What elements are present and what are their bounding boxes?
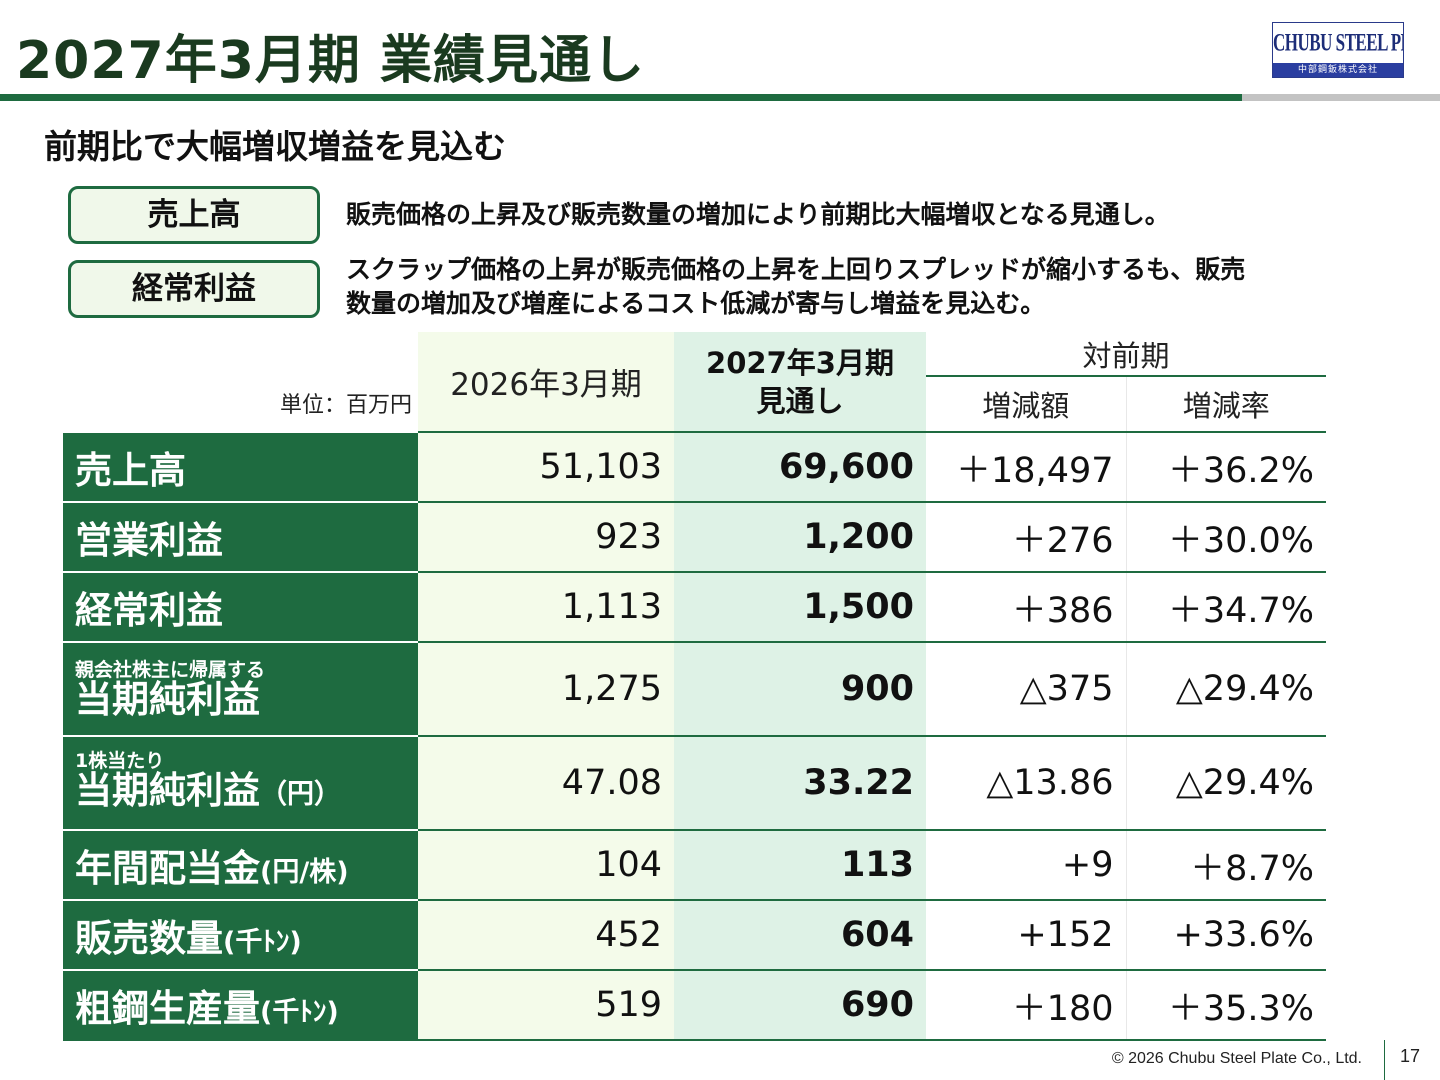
cell-change-amount: ＋18,497 bbox=[926, 431, 1127, 502]
highlight-text-line: スクラップ価格の上昇が販売価格の上昇を上回りスプレッドが縮小するも、販売 bbox=[346, 255, 1246, 284]
footer-divider bbox=[1384, 1040, 1385, 1080]
table-row: 粗鋼生産量(千ﾄﾝ) 519 690 ＋180 ＋35.3% bbox=[63, 969, 1326, 1041]
highlight-label-ordinary-profit: 経常利益 bbox=[68, 260, 320, 318]
row-label-main: 当期純利益 bbox=[75, 678, 260, 721]
header-change-rate: 増減率 bbox=[1126, 376, 1326, 432]
row-label-main: 販売数量 bbox=[75, 917, 223, 960]
header-prev-year: 2026年3月期 bbox=[418, 332, 674, 432]
company-logo: CHUBU STEEL PLATE 中部鋼鈑株式会社 bbox=[1272, 22, 1404, 78]
cell-prev: 452 bbox=[418, 899, 674, 970]
cell-change-amount: ＋180 bbox=[926, 969, 1127, 1041]
cell-prev: 51,103 bbox=[418, 431, 674, 502]
page-title: 2027年3月期 業績見通し bbox=[16, 31, 646, 91]
header-yoy-group: 対前期 bbox=[926, 332, 1326, 377]
cell-change-rate: ＋36.2% bbox=[1126, 431, 1326, 502]
row-label-main: 年間配当金 bbox=[75, 847, 260, 890]
highlight-text-ordinary-profit: スクラップ価格の上昇が販売価格の上昇を上回りスプレッドが縮小するも、販売 数量の… bbox=[346, 253, 1245, 321]
cell-change-amount: +9 bbox=[926, 829, 1127, 900]
row-label: 営業利益 bbox=[63, 501, 418, 572]
cell-forecast: 604 bbox=[674, 899, 926, 970]
copyright: © 2026 Chubu Steel Plate Co., Ltd. bbox=[1111, 1050, 1362, 1067]
table-row: 営業利益 923 1,200 ＋276 ＋30.0% bbox=[63, 501, 1326, 572]
cell-prev: 104 bbox=[418, 829, 674, 900]
cell-prev: 47.08 bbox=[418, 735, 674, 830]
table-row: 売上高 51,103 69,600 ＋18,497 ＋36.2% bbox=[63, 431, 1326, 502]
forecast-table: 単位：百万円 2026年3月期 2027年3月期 見通し 対前期 増減額 増減率… bbox=[63, 332, 1326, 1041]
cell-prev: 923 bbox=[418, 501, 674, 572]
table-row: 親会社株主に帰属する 当期純利益 1,275 900 △375 △29.4% bbox=[63, 641, 1326, 736]
table-row: 1株当たり 当期純利益（円） 47.08 33.22 △13.86 △29.4% bbox=[63, 735, 1326, 830]
row-label: 経常利益 bbox=[63, 571, 418, 642]
cell-forecast: 1,500 bbox=[674, 571, 926, 642]
logo-wordmark: CHUBU STEEL PLATE bbox=[1273, 28, 1403, 57]
cell-forecast: 900 bbox=[674, 641, 926, 736]
cell-change-rate: ＋8.7% bbox=[1126, 829, 1326, 900]
cell-change-rate: ＋35.3% bbox=[1126, 969, 1326, 1041]
cell-change-amount: △13.86 bbox=[926, 735, 1127, 830]
row-label: 1株当たり 当期純利益（円） bbox=[63, 735, 418, 830]
row-label-qualifier: 1株当たり bbox=[75, 749, 165, 772]
header-change-amount: 増減額 bbox=[926, 376, 1127, 432]
cell-change-amount: △375 bbox=[926, 641, 1127, 736]
logo-company-name: 中部鋼鈑株式会社 bbox=[1273, 63, 1403, 77]
table-row: 経常利益 1,113 1,500 ＋386 ＋34.7% bbox=[63, 571, 1326, 642]
cell-change-amount: ＋386 bbox=[926, 571, 1127, 642]
cell-change-amount: ＋276 bbox=[926, 501, 1127, 572]
row-label: 年間配当金(円/株) bbox=[63, 829, 418, 900]
cell-prev: 1,275 bbox=[418, 641, 674, 736]
row-label: 粗鋼生産量(千ﾄﾝ) bbox=[63, 969, 418, 1041]
highlight-label-sales: 売上高 bbox=[68, 186, 320, 244]
highlight-text-line: 販売価格の上昇及び販売数量の増加により前期比大幅増収となる見通し。 bbox=[346, 200, 1170, 229]
row-label-unit: (円/株) bbox=[260, 857, 349, 888]
cell-change-rate: ＋30.0% bbox=[1126, 501, 1326, 572]
cell-change-amount: +152 bbox=[926, 899, 1127, 970]
unit-label: 単位：百万円 bbox=[63, 332, 418, 432]
cell-forecast: 33.22 bbox=[674, 735, 926, 830]
page-subtitle: 前期比で大幅増収増益を見込む bbox=[44, 127, 506, 166]
row-label-unit: (千ﾄﾝ) bbox=[260, 997, 339, 1028]
title-divider bbox=[0, 94, 1440, 101]
cell-change-rate: △29.4% bbox=[1126, 641, 1326, 736]
header-forecast-period: 2027年3月期 bbox=[706, 345, 894, 380]
cell-prev: 519 bbox=[418, 969, 674, 1041]
row-label-unit: (千ﾄﾝ) bbox=[223, 927, 302, 958]
table-row: 販売数量(千ﾄﾝ) 452 604 +152 +33.6% bbox=[63, 899, 1326, 970]
row-label: 売上高 bbox=[63, 431, 418, 502]
cell-forecast: 690 bbox=[674, 969, 926, 1041]
cell-forecast: 113 bbox=[674, 829, 926, 900]
cell-forecast: 69,600 bbox=[674, 431, 926, 502]
row-label-main: 粗鋼生産量 bbox=[75, 987, 260, 1030]
highlight-text-sales: 販売価格の上昇及び販売数量の増加により前期比大幅増収となる見通し。 bbox=[346, 198, 1170, 232]
table-row: 年間配当金(円/株) 104 113 +9 ＋8.7% bbox=[63, 829, 1326, 900]
highlight-text-line: 数量の増加及び増産によるコスト低減が寄与し増益を見込む。 bbox=[346, 289, 1046, 318]
row-label-qualifier: 親会社株主に帰属する bbox=[75, 659, 266, 681]
row-label: 親会社株主に帰属する 当期純利益 bbox=[63, 641, 418, 736]
page-number: 17 bbox=[1400, 1046, 1421, 1066]
row-label-main: 当期純利益 bbox=[75, 768, 260, 812]
cell-forecast: 1,200 bbox=[674, 501, 926, 572]
row-label-unit: （円） bbox=[260, 778, 341, 810]
header-forecast-label: 見通し bbox=[756, 383, 844, 418]
cell-change-rate: +33.6% bbox=[1126, 899, 1326, 970]
header-forecast: 2027年3月期 見通し bbox=[674, 332, 926, 432]
cell-prev: 1,113 bbox=[418, 571, 674, 642]
cell-change-rate: ＋34.7% bbox=[1126, 571, 1326, 642]
row-label: 販売数量(千ﾄﾝ) bbox=[63, 899, 418, 970]
cell-change-rate: △29.4% bbox=[1126, 735, 1326, 830]
